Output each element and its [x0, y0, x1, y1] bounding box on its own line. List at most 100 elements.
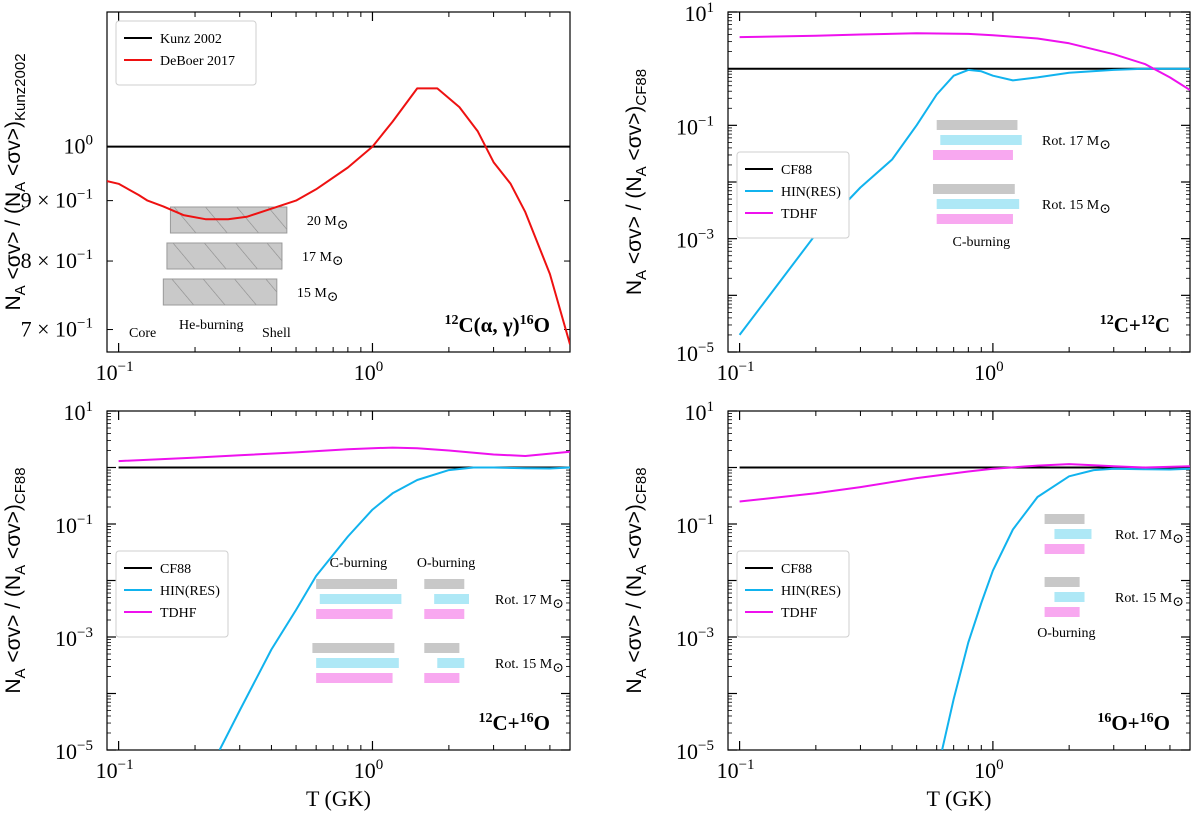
y-tick-label: 7 × 10−1 — [21, 316, 93, 342]
legend-label: CF88 — [160, 562, 191, 577]
y-tick-label: 101 — [685, 0, 715, 26]
legend-label: CF88 — [781, 163, 812, 178]
burning-label: O-burning — [1037, 626, 1095, 641]
burning-bar — [424, 673, 460, 683]
y-tick-label: 10−5 — [676, 340, 714, 366]
curves — [739, 463, 1190, 750]
y-tick-label: 10−1 — [55, 512, 93, 538]
x-tick-label: 100 — [354, 359, 384, 385]
phase-he-burning: He-burning — [179, 318, 244, 333]
burning-bar — [932, 150, 1013, 160]
burning-bar — [316, 673, 393, 683]
panel-title: 12C+16O — [479, 711, 550, 735]
burning-bar — [424, 609, 465, 619]
rot15-label: Rot. 15 M⊙ — [495, 657, 564, 676]
x-tick-label: 10−1 — [96, 359, 134, 385]
legend: Kunz 2002 DeBoer 2017 — [115, 20, 257, 86]
rot17-label: Rot. 17 M⊙ — [495, 593, 564, 612]
legend: CF88 HIN(RES) TDHF — [736, 151, 850, 239]
burning-bar — [424, 579, 465, 589]
burning-bar — [434, 594, 469, 604]
legend-label: TDHF — [781, 207, 818, 222]
x-tick-label: 10−1 — [717, 757, 755, 783]
burning-bar — [936, 199, 1020, 209]
rot15-label: Rot. 15 M⊙ — [1042, 198, 1111, 217]
curves — [728, 32, 1190, 336]
y-tick-label: 101 — [64, 399, 94, 425]
annotations: 20 M⊙ 17 M⊙ 15 M⊙ Core He-burning Shell — [129, 206, 349, 341]
x-tick-label: 100 — [974, 359, 1004, 385]
x-axis-label: T (GK) — [306, 786, 371, 811]
series-line-tdhf — [739, 32, 1190, 91]
y-tick-label: 100 — [64, 133, 94, 159]
y-tick-label: 10−3 — [676, 625, 714, 651]
y-axis-label: NA <σv> / (NA <σv>)CF88 — [2, 467, 29, 693]
y-tick-label: 9 × 10−1 — [21, 187, 93, 213]
curves — [107, 87, 570, 345]
y-tick-label: 101 — [685, 399, 715, 425]
burning-bar — [437, 658, 465, 668]
legend-label: DeBoer 2017 — [160, 54, 235, 69]
legend: CF88 HIN(RES) TDHF — [115, 550, 229, 638]
burning-bar — [1044, 544, 1085, 554]
y-tick-label: 10−1 — [676, 512, 714, 538]
panel-co: 10−1 100 10−5 10−3 10−1 101 NA <σv> / (NA <σv>… — [2, 399, 571, 811]
rot15-label: Rot. 15 M⊙ — [1115, 591, 1184, 610]
series-line-deboer-2017 — [107, 87, 570, 345]
panel-oo: 10−1 100 10−5 10−3 10−1 101 NA <σv> / (NA <σv>… — [623, 399, 1191, 811]
annotations: Rot. 17 M⊙ Rot. 15 M⊙ C-burning — [932, 120, 1111, 250]
annotations: Rot. 17 M⊙ Rot. 15 M⊙ C-burning O-burning — [312, 556, 564, 683]
burning-bar — [316, 579, 398, 589]
burning-bar — [316, 658, 399, 668]
burning-bar — [424, 643, 460, 653]
y-axis-label: NA <σv> / (NA <σv>)CF88 — [623, 467, 650, 693]
panel-title: 12C+12C — [1100, 313, 1170, 337]
legend-label: CF88 — [781, 562, 812, 577]
burning-bar — [1044, 577, 1080, 587]
x-tick-label: 10−1 — [96, 757, 134, 783]
burning-bar — [1044, 514, 1085, 524]
legend-box — [736, 151, 850, 239]
burning-bar — [1054, 529, 1092, 539]
phase-shell: Shell — [262, 326, 291, 341]
y-tick-label: 10−5 — [55, 738, 93, 764]
phase-core: Core — [129, 326, 156, 341]
x-tick-label: 100 — [974, 757, 1004, 783]
mass-label: 15 M⊙ — [297, 286, 339, 305]
y-tick-label: 10−3 — [676, 227, 714, 253]
burning-bar — [936, 120, 1018, 130]
legend-label: Kunz 2002 — [160, 32, 222, 47]
burning-bar — [1054, 592, 1085, 602]
rot17-label: Rot. 17 M⊙ — [1115, 528, 1184, 547]
burning-bar — [936, 214, 1013, 224]
series-line-tdhf — [739, 463, 1190, 503]
burning-bar — [940, 135, 1022, 145]
legend-label: TDHF — [160, 606, 197, 621]
y-tick-label: 10−3 — [55, 625, 93, 651]
y-tick-label: 8 × 10−1 — [21, 247, 93, 273]
legend-label: HIN(RES) — [781, 584, 841, 599]
legend-label: HIN(RES) — [160, 584, 220, 599]
mass-label: 17 M⊙ — [302, 250, 344, 269]
burning-bar — [319, 594, 402, 604]
panel-alpha: 10−1 100 7 × 10−1 8 × 10−1 9 × 10−1 100 NA <σv… — [2, 11, 571, 385]
x-axis-label: T (GK) — [927, 786, 992, 811]
series-line-tdhf — [118, 446, 570, 463]
mass-range-box — [166, 242, 283, 270]
mass-range-box — [162, 278, 278, 306]
series-line-hin-res- — [738, 67, 1190, 336]
legend-box — [115, 20, 257, 86]
series-line-hin-res- — [218, 466, 570, 750]
x-tick-label: 100 — [354, 757, 384, 783]
legend: CF88 HIN(RES) TDHF — [736, 550, 850, 638]
annotations: Rot. 17 M⊙ Rot. 15 M⊙ O-burning — [1037, 514, 1184, 641]
y-axis-label: NA <σv> / (NA <σv>)Kunz2002 — [2, 53, 29, 310]
series-line-hin-res- — [941, 467, 1190, 750]
burning-bar — [1044, 607, 1080, 617]
rot17-label: Rot. 17 M⊙ — [1042, 134, 1111, 153]
curves — [118, 446, 570, 750]
burning-bar — [316, 609, 393, 619]
x-tick-label: 10−1 — [717, 359, 755, 385]
mass-label: 20 M⊙ — [307, 214, 349, 233]
